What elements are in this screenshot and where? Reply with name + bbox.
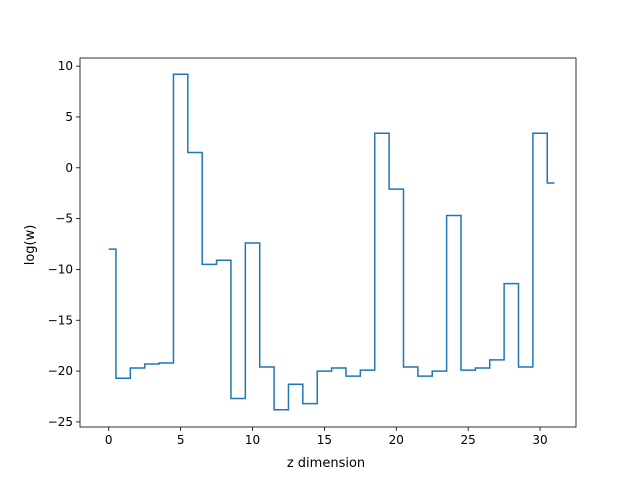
y-tick-label: −10 (48, 262, 73, 276)
y-tick-label: 5 (65, 110, 73, 124)
x-axis-label: z dimension (287, 456, 365, 471)
x-tick-label: 0 (105, 433, 113, 447)
axes-frame (79, 57, 577, 428)
y-tick-label: −25 (48, 415, 73, 429)
x-tick-label: 10 (245, 433, 260, 447)
y-tick-label: −15 (48, 313, 73, 327)
series-line-0 (108, 73, 555, 411)
x-tick-label: 20 (389, 433, 404, 447)
x-tick-label: 5 (177, 433, 185, 447)
y-axis-label: log(w) (23, 225, 38, 266)
x-tick-label: 25 (461, 433, 476, 447)
plot-area (79, 57, 577, 428)
y-tick-label: −5 (55, 212, 73, 226)
x-tick-label: 15 (317, 433, 332, 447)
y-axis-ticks: −25 −20 −15 −10 −5 0 5 10 (48, 59, 80, 429)
x-axis-ticks: 0 5 10 15 20 25 30 (105, 427, 548, 447)
y-tick-label: −20 (48, 364, 73, 378)
x-tick-label: 30 (532, 433, 547, 447)
y-tick-label: 0 (65, 161, 73, 175)
y-tick-label: 10 (58, 59, 73, 73)
